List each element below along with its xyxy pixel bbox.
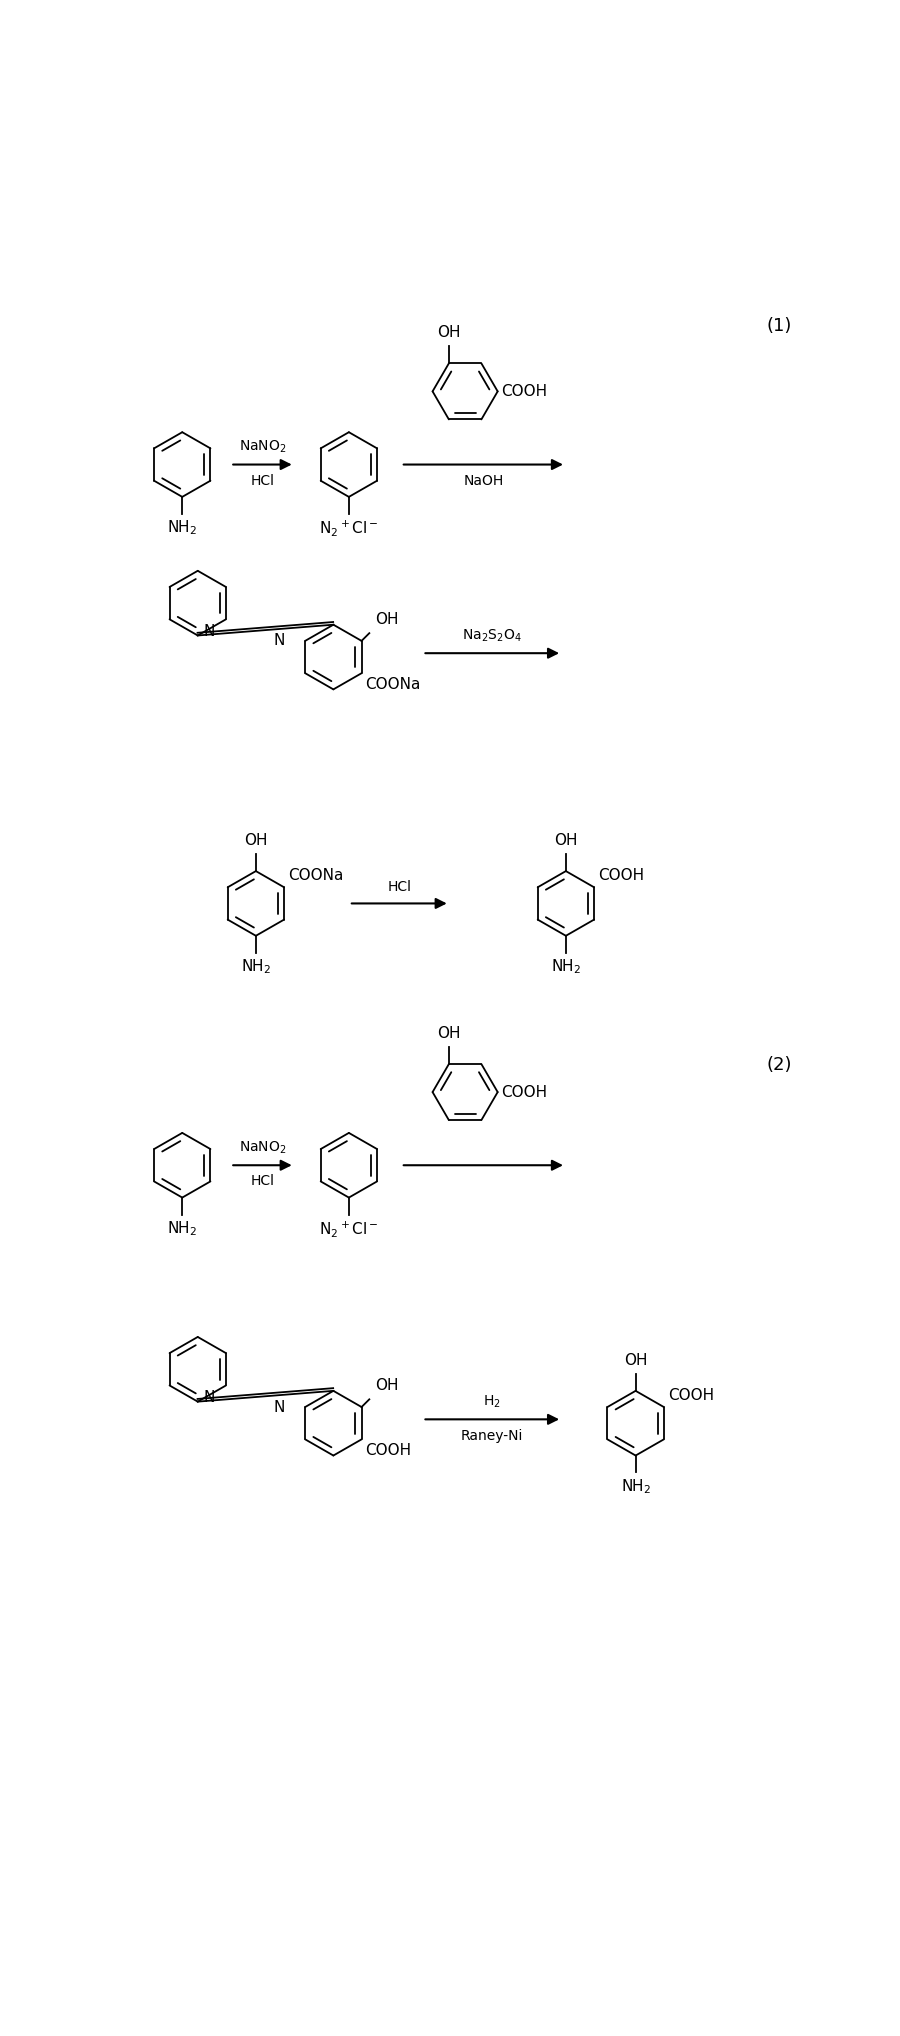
Text: COOH: COOH	[501, 1085, 548, 1099]
Text: N: N	[274, 633, 285, 647]
Text: NaOH: NaOH	[464, 474, 503, 489]
Text: NH$_2$: NH$_2$	[620, 1476, 651, 1496]
Text: COONa: COONa	[288, 869, 343, 884]
Text: N$_2$$^+$Cl$^-$: N$_2$$^+$Cl$^-$	[320, 519, 379, 538]
Text: OH: OH	[554, 833, 578, 849]
Text: NaNO$_2$: NaNO$_2$	[238, 440, 286, 456]
Text: COOH: COOH	[598, 869, 644, 884]
Text: OH: OH	[375, 613, 399, 627]
Text: OH: OH	[437, 1026, 461, 1040]
Text: HCl: HCl	[387, 880, 411, 894]
Text: N: N	[203, 623, 214, 639]
Text: OH: OH	[244, 833, 267, 849]
Text: COOH: COOH	[501, 385, 548, 399]
Text: N$_2$$^+$Cl$^-$: N$_2$$^+$Cl$^-$	[320, 1220, 379, 1240]
Text: (1): (1)	[766, 318, 792, 336]
Text: OH: OH	[375, 1378, 399, 1393]
Text: NH$_2$: NH$_2$	[551, 957, 581, 975]
Text: NH$_2$: NH$_2$	[167, 1220, 197, 1238]
Text: OH: OH	[624, 1352, 647, 1368]
Text: N: N	[274, 1399, 285, 1415]
Text: COOH: COOH	[668, 1389, 714, 1403]
Text: Raney-Ni: Raney-Ni	[461, 1429, 524, 1444]
Text: HCl: HCl	[250, 1175, 274, 1189]
Text: NH$_2$: NH$_2$	[241, 957, 271, 975]
Text: NaNO$_2$: NaNO$_2$	[238, 1140, 286, 1156]
Text: H$_2$: H$_2$	[483, 1395, 501, 1411]
Text: NH$_2$: NH$_2$	[167, 519, 197, 538]
Text: OH: OH	[437, 326, 461, 340]
Text: COONa: COONa	[365, 678, 421, 692]
Text: Na$_2$S$_2$O$_4$: Na$_2$S$_2$O$_4$	[463, 627, 522, 643]
Text: COOH: COOH	[365, 1444, 411, 1458]
Text: (2): (2)	[766, 1057, 792, 1075]
Text: N: N	[203, 1391, 214, 1405]
Text: HCl: HCl	[250, 474, 274, 489]
